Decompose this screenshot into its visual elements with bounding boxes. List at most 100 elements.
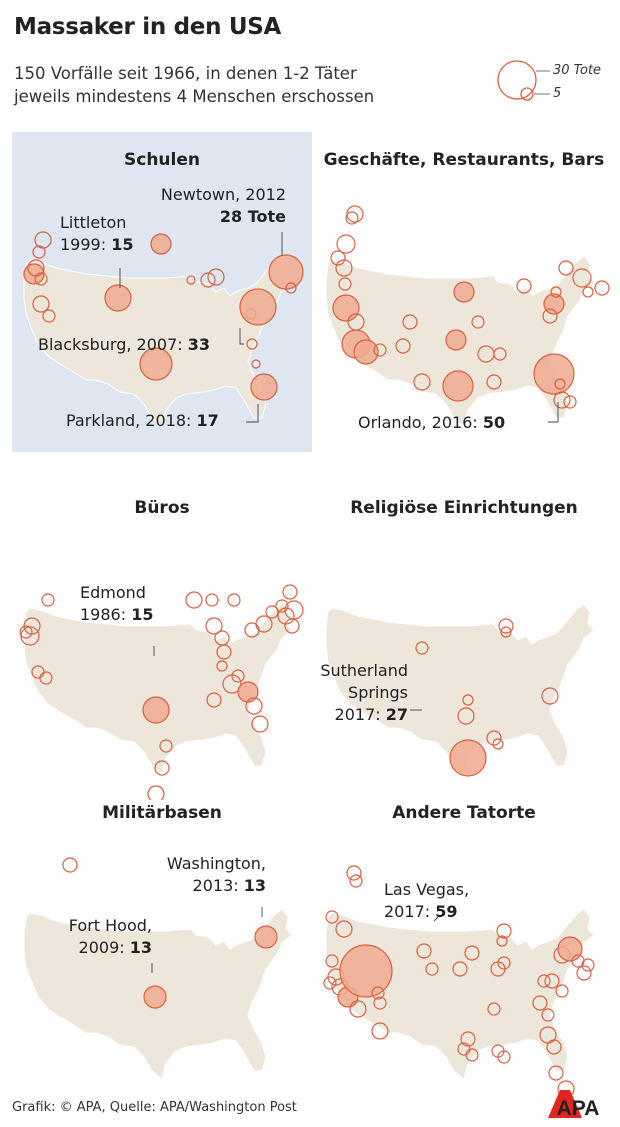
- incident-marker: [555, 984, 569, 998]
- annotation-orlando: Orlando, 2016: 50: [358, 412, 505, 434]
- panel-geschaefte: Geschäfte, Restaurants, Bars Orlando, 20…: [314, 132, 614, 452]
- incident-marker: [498, 618, 514, 634]
- incident-marker: [265, 605, 279, 619]
- incident-marker: [251, 359, 261, 369]
- incident-marker: [282, 584, 298, 600]
- incident-marker: [449, 739, 487, 777]
- incident-marker: [594, 280, 610, 296]
- annotation-sutherland-year: 2017:: [334, 705, 381, 724]
- usa-map-militaer: [23, 857, 293, 1080]
- annotation-fort-hood-year: 2009:: [78, 938, 125, 957]
- apa-logo-mark: APA: [548, 1090, 600, 1120]
- incident-marker: [541, 687, 559, 705]
- usa-outline: [23, 255, 293, 427]
- incident-marker: [345, 211, 359, 225]
- incident-marker: [104, 284, 132, 312]
- incident-marker: [496, 923, 512, 939]
- legend-label-small: 5: [553, 86, 562, 101]
- incident-marker: [335, 920, 353, 938]
- incident-marker: [150, 233, 172, 255]
- annotation-washington-year: 2013:: [192, 876, 239, 895]
- incident-marker: [231, 669, 245, 683]
- panel-title: Schulen: [124, 150, 200, 170]
- annotation-washington: Washington, 2013: 13: [142, 853, 266, 897]
- annotation-leader-line: [548, 402, 559, 423]
- apa-logo-text: APA: [557, 1097, 600, 1118]
- annotation-washington-place: Washington,: [166, 854, 266, 873]
- incident-marker: [453, 281, 475, 303]
- annotation-washington-value: 13: [243, 876, 266, 895]
- usa-map-andere: [323, 865, 595, 1105]
- annotation-leader-line: [433, 916, 439, 922]
- incident-marker: [557, 936, 583, 962]
- incident-marker: [349, 1000, 367, 1018]
- annotation-las-vegas-place: Las Vegas,: [384, 880, 470, 899]
- annotation-fort-hood-place: Fort Hood,: [68, 916, 152, 935]
- apa-logo: APA: [546, 1088, 610, 1120]
- incident-marker: [284, 618, 300, 634]
- incident-marker: [268, 254, 304, 290]
- incident-marker: [206, 692, 222, 708]
- annotation-edmond-place: Edmond: [80, 583, 146, 602]
- panel-title: Religiöse Einrichtungen: [350, 498, 578, 518]
- size-legend: 30 Tote 5: [490, 58, 618, 108]
- incident-marker: [339, 944, 393, 998]
- incident-marker: [349, 874, 363, 888]
- incident-marker: [346, 205, 364, 223]
- usa-map-geschaefte: [325, 205, 610, 427]
- incident-marker: [542, 308, 558, 324]
- incident-marker: [371, 1022, 389, 1040]
- incident-marker: [493, 347, 507, 361]
- incident-marker: [415, 641, 429, 655]
- subtitle: 150 Vorfälle seit 1966, in denen 1-2 Tät…: [14, 62, 374, 108]
- incident-marker: [139, 347, 173, 381]
- panel-title: Büros: [134, 498, 190, 518]
- incident-marker: [325, 910, 339, 924]
- annotation-parkland: Parkland, 2018: 17: [66, 410, 219, 432]
- incident-marker: [338, 277, 352, 291]
- annotation-littleton-year: 1999:: [60, 235, 107, 254]
- incident-marker: [402, 314, 418, 330]
- incident-marker: [572, 268, 592, 288]
- incident-marker: [62, 857, 78, 873]
- annotation-leader-line: [239, 328, 244, 345]
- incident-marker: [186, 275, 196, 285]
- usa-outline: [325, 908, 595, 1080]
- annotation-blacksburg: Blacksburg, 2007: 33: [38, 334, 210, 356]
- annotation-fort-hood-value: 13: [129, 938, 152, 957]
- usa-map-bueros: [19, 584, 304, 800]
- annotation-parkland-value: 17: [196, 411, 219, 430]
- incident-marker: [516, 278, 532, 294]
- incident-marker: [42, 309, 56, 323]
- main-title: Massaker in den USA: [14, 14, 281, 40]
- panel-militaer: Militärbasen Washington, 2013: 13 Fort H…: [12, 785, 312, 1105]
- panel-title: Geschäfte, Restaurants, Bars: [323, 150, 605, 170]
- incident-marker: [41, 593, 55, 607]
- incident-marker: [246, 338, 258, 350]
- incident-marker: [32, 245, 46, 259]
- incident-marker: [34, 272, 48, 286]
- panel-schulen: Schulen Newtown, 2012 28 Tote Littleton …: [12, 132, 312, 452]
- incident-marker: [143, 985, 167, 1009]
- annotation-parkland-place: Parkland, 2018:: [66, 411, 192, 430]
- incident-marker: [442, 370, 474, 402]
- incident-marker: [452, 961, 468, 977]
- incident-marker: [553, 391, 571, 409]
- source-credit: Grafik: © APA, Quelle: APA/Washington Po…: [12, 1100, 297, 1115]
- incident-marker: [533, 353, 575, 395]
- annotation-fort-hood: Fort Hood, 2009: 13: [52, 915, 152, 959]
- incident-marker: [330, 250, 346, 266]
- incident-marker: [492, 738, 504, 750]
- incident-marker: [563, 395, 577, 409]
- annotation-edmond-value: 15: [131, 605, 154, 624]
- incident-marker: [471, 315, 485, 329]
- incident-marker: [39, 671, 53, 685]
- incident-marker: [227, 593, 241, 607]
- legend-label-large: 30 Tote: [553, 63, 602, 78]
- incident-marker: [497, 956, 511, 970]
- incident-marker: [457, 707, 475, 725]
- annotation-littleton-place: Littleton: [60, 213, 127, 232]
- incident-marker: [154, 760, 170, 776]
- incident-marker: [464, 945, 480, 961]
- panel-title: Militärbasen: [102, 803, 222, 823]
